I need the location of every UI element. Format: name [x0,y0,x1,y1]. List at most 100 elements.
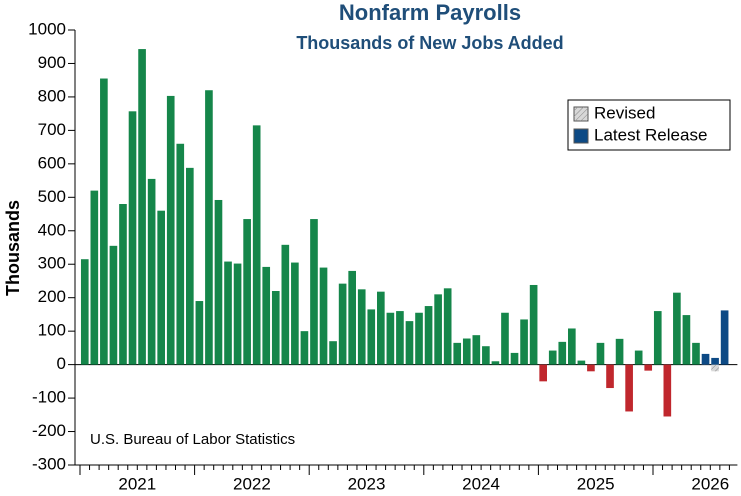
bar [482,346,490,365]
bar [443,288,452,365]
bar [186,167,194,365]
chart-subtitle: Thousands of New Jobs Added [296,33,563,53]
x-tick-label: 2025 [577,474,615,493]
bar [472,335,481,365]
bar [214,199,223,365]
bar [157,210,165,365]
bar [224,261,232,365]
bar [510,352,519,365]
bar [424,306,433,365]
bar [520,319,528,365]
x-tick-label: 2024 [462,474,500,493]
bar [682,315,691,365]
bar [147,178,156,365]
bar [271,291,280,365]
bar [195,301,204,365]
bar [377,291,385,365]
bar [252,125,261,365]
y-tick-label: -100 [32,388,66,407]
bar [119,204,127,365]
bar [644,364,653,371]
bar [529,284,538,365]
bar [243,219,251,365]
x-tick-label: 2023 [348,474,386,493]
bar [606,364,614,389]
legend-label: Latest Release [594,125,707,144]
bar [386,312,395,365]
bar [281,244,290,365]
bar [80,259,89,365]
bar [396,311,404,365]
legend-swatch [573,128,589,144]
y-tick-label: 100 [38,321,66,340]
legend-swatch-hatch [574,107,588,121]
bar [577,360,586,365]
bar [357,289,366,365]
bar [100,78,108,365]
bar [138,49,146,365]
bar [348,270,356,365]
bar [205,90,213,365]
bar [453,342,462,365]
bar [491,361,500,365]
y-tick-label: 300 [38,254,66,273]
y-axis-label: Thousands [3,200,23,296]
chart-title: Nonfarm Payrolls [339,0,521,25]
y-tick-label: 600 [38,153,66,172]
x-tick-label: 2022 [233,474,271,493]
y-tick-label: 900 [38,53,66,72]
bar [310,219,318,365]
bar [367,309,376,365]
bar [291,262,299,365]
bar [90,190,99,365]
y-tick-label: 200 [38,287,66,306]
bar [625,364,633,412]
bar [415,312,423,365]
bar [233,263,242,365]
bar [109,245,118,365]
x-tick-label: 2026 [691,474,729,493]
y-tick-label: 500 [38,187,66,206]
bar [720,310,729,365]
legend-box [567,99,731,151]
bar [176,143,185,365]
bar [539,364,547,382]
bar [501,312,509,365]
bar [434,294,442,365]
y-tick-label: 800 [38,86,66,105]
bar [548,350,557,365]
bar [692,342,700,365]
bar [319,267,328,365]
bar [329,341,337,365]
y-tick-label: 700 [38,120,66,139]
bar [663,364,672,417]
bar [711,357,719,365]
bar [673,292,681,365]
y-tick-label: -300 [32,454,66,473]
bar [634,350,643,365]
bar [405,321,414,365]
y-tick-label: 400 [38,220,66,239]
bar [653,311,662,365]
legend [567,99,731,151]
bar [568,328,576,365]
source-note: U.S. Bureau of Labor Statistics [90,431,295,448]
bar [558,341,567,365]
bar [587,364,595,372]
bar [262,266,271,365]
bar [462,338,471,365]
y-tick-label: 1000 [28,19,66,38]
bar [166,95,175,365]
bar [128,111,137,365]
bar [596,342,605,365]
x-tick-label: 2021 [118,474,156,493]
y-tick-label: -200 [32,421,66,440]
y-tick-label: 0 [57,354,66,373]
bar [615,338,624,365]
bar [338,283,347,365]
bar-hatch [711,364,719,372]
bar [300,331,309,365]
legend-label: Revised [594,103,655,122]
bar [701,353,710,365]
